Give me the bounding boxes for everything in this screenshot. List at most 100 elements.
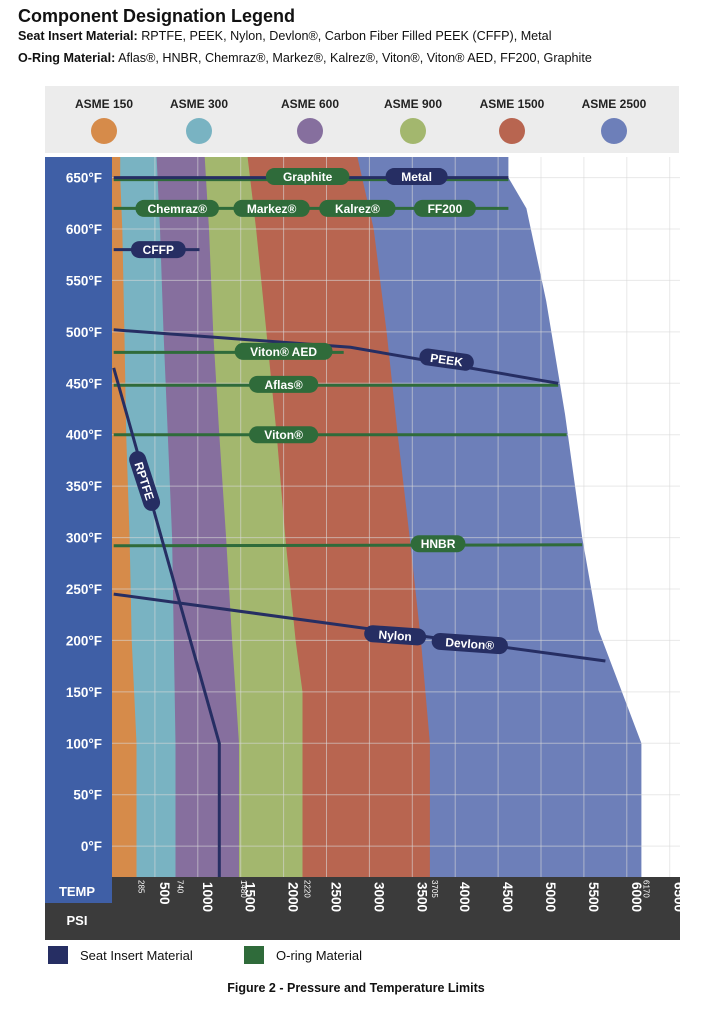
- figure-caption: Figure 2 - Pressure and Temperature Limi…: [227, 981, 485, 995]
- legend-asme-900-dot: [400, 118, 426, 144]
- legend-asme-2500-label: ASME 2500: [582, 97, 647, 111]
- seat-metal-pill: [385, 168, 448, 186]
- y-tick-label: 550°F: [66, 273, 102, 288]
- seat-cffp-pill: [130, 241, 186, 259]
- seat-devlon-pill: [431, 632, 508, 655]
- legend-oring-swatch: [244, 946, 264, 964]
- oring-chemraz-pill: [135, 199, 220, 217]
- seat-devlon-label: Devlon®: [431, 632, 508, 655]
- legend-seat-label: Seat Insert Material: [80, 947, 193, 963]
- seat-material-label: Seat Insert Material:: [18, 29, 138, 43]
- seat-nylon-pill: [364, 625, 427, 646]
- legend-asme-300-label: ASME 300: [170, 97, 228, 111]
- y-tick-label: 0°F: [81, 839, 102, 854]
- y-tick-label: 650°F: [66, 171, 102, 186]
- x-tick-label: 1500: [243, 882, 258, 912]
- y-tick-label: 300°F: [66, 531, 102, 546]
- oring-material-line: O-Ring Material: Aflas®, HNBR, Chemraz®,…: [18, 51, 592, 65]
- seat-nylon-label: Nylon: [364, 625, 427, 646]
- x-tick-label: 500: [157, 882, 172, 905]
- oring-kalrez-text: Kalrez®: [335, 202, 380, 216]
- oring-markez-text: Markez®: [247, 202, 297, 216]
- legend-seat-swatch: [48, 946, 68, 964]
- oring-material-values: Aflas®, HNBR, Chemraz®, Markez®, Kalrez®…: [118, 51, 592, 65]
- oring-chemraz-text: Chemraz®: [147, 202, 207, 216]
- rating-tick-label: 6170: [641, 880, 650, 898]
- seat-peek-label: PEEK: [419, 348, 474, 371]
- oring-aflas-label: Aflas®: [249, 375, 319, 393]
- x-tick-label: 2000: [286, 882, 301, 912]
- y-tick-label: 600°F: [66, 222, 102, 237]
- y-tick-label: 250°F: [66, 582, 102, 597]
- seat-cffp-label: CFFP: [130, 241, 186, 259]
- oring-graphite-text: Graphite: [283, 170, 333, 184]
- oring-markez-label: Markez®: [233, 199, 310, 217]
- legend-asme-900-label: ASME 900: [384, 97, 442, 111]
- legend-asme-2500-dot: [601, 118, 627, 144]
- x-tick-label: 4500: [500, 882, 515, 912]
- legend-asme-1500-label: ASME 1500: [480, 97, 545, 111]
- oring-ff200-pill: [413, 199, 476, 217]
- y-tick-label: 150°F: [66, 685, 102, 700]
- rating-tick-label: 3705: [430, 880, 439, 898]
- x-tick-label: 6500: [672, 882, 687, 912]
- seat-cffp-text: CFFP: [143, 243, 174, 257]
- oring-hnbr-line: [113, 543, 583, 548]
- psi-axis-title: PSI: [67, 913, 88, 928]
- x-tick-label: 5000: [543, 882, 558, 912]
- legend-asme-150-label: ASME 150: [75, 97, 133, 111]
- y-tick-label: 200°F: [66, 633, 102, 648]
- x-tick-label: 4000: [457, 882, 472, 912]
- y-tick-label: 450°F: [66, 376, 102, 391]
- seat-nylon-text: Nylon: [378, 628, 412, 644]
- oring-chemraz-label: Chemraz®: [135, 199, 220, 217]
- x-tick-label: 6000: [629, 882, 644, 912]
- pressure-temperature-chart: ASME 150 ASME 300 ASME 600 ASME 900 ASME 150…: [45, 97, 687, 940]
- oring-viton-aed-text: Viton® AED: [250, 345, 317, 359]
- seat-nylon-line: [113, 592, 606, 663]
- seat-rptfe-pill: [129, 451, 161, 511]
- legend-asme-600-label: ASME 600: [281, 97, 339, 111]
- oring-aflas-text: Aflas®: [265, 378, 303, 392]
- rating-tick-label: 1480: [239, 880, 248, 898]
- x-tick-label: 2500: [329, 882, 344, 912]
- seat-peek-text: PEEK: [429, 351, 464, 369]
- asme-class-legend: [45, 86, 679, 153]
- legend-seat-item: Seat Insert Material: [48, 946, 193, 964]
- page-title: Component Designation Legend: [18, 6, 295, 26]
- oring-viton-label: Viton®: [249, 426, 319, 444]
- y-tick-label: 100°F: [66, 736, 102, 751]
- rating-tick-label: 740: [175, 880, 184, 894]
- x-tick-label: 1000: [200, 882, 215, 912]
- seat-metal-label: Metal: [385, 168, 448, 186]
- legend-oring-item: O-ring Material: [244, 946, 362, 964]
- seat-peek-pill: [419, 348, 474, 371]
- oring-viton-aed-label: Viton® AED: [234, 342, 333, 360]
- temp-axis-column: [45, 157, 112, 877]
- oring-aflas-pill: [249, 375, 319, 393]
- legend-asme-150-dot: [91, 118, 117, 144]
- legend-asme-600-dot: [297, 118, 323, 144]
- oring-ff200-text: FF200: [428, 202, 463, 216]
- oring-viton-text: Viton®: [264, 428, 303, 442]
- oring-kalrez-pill: [319, 199, 396, 217]
- legend-asme-300-dot: [186, 118, 212, 144]
- oring-markez-pill: [233, 199, 310, 217]
- x-axis-band: [112, 877, 680, 940]
- y-tick-label: 50°F: [73, 788, 102, 803]
- legend-asme-1500-dot: [499, 118, 525, 144]
- x-tick-label: 3000: [371, 882, 386, 912]
- y-tick-label: 350°F: [66, 479, 102, 494]
- temp-axis-title: TEMP: [59, 884, 95, 899]
- oring-ff200-label: FF200: [413, 199, 476, 217]
- oring-kalrez-label: Kalrez®: [319, 199, 396, 217]
- oring-viton-aed-pill: [234, 342, 333, 360]
- seat-metal-text: Metal: [401, 170, 432, 184]
- seat-material-line: Seat Insert Material: RPTFE, PEEK, Nylon…: [18, 29, 552, 43]
- rating-tick-label: 285: [136, 880, 145, 894]
- rating-tick-label: 2220: [302, 880, 311, 898]
- seat-material-values: RPTFE, PEEK, Nylon, Devlon®, Carbon Fibe…: [141, 29, 552, 43]
- area-asme-150: [112, 157, 137, 877]
- oring-graphite-pill: [265, 168, 350, 186]
- x-tick-label: 3500: [414, 882, 429, 912]
